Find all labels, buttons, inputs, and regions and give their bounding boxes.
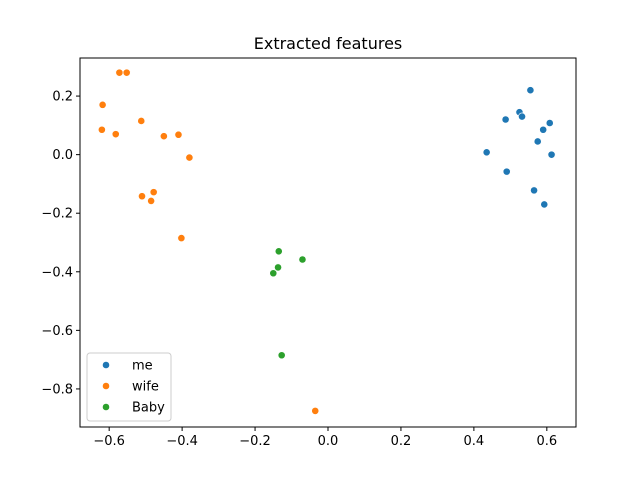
legend-label-me: me	[132, 359, 153, 374]
y-tick-label-0: 0.2	[52, 90, 73, 105]
y-tick-label-3: −0.4	[41, 265, 73, 280]
axes-layer: −0.6 −0.4 −0.2 0.0 0.2 0.4 0.6 0.2 0.0 −0.2 −0.4 −0…	[41, 57, 577, 449]
point-wife-10	[138, 192, 146, 201]
point-wife-11	[147, 197, 156, 205]
point-baby-1	[298, 255, 307, 264]
point-wife-1	[122, 68, 131, 77]
x-tick-label-1: −0.4	[166, 434, 198, 449]
point-wife-0	[115, 68, 124, 77]
point-wife-12	[177, 234, 186, 243]
x-tick-label-4: 0.2	[391, 434, 412, 449]
point-me-5	[539, 125, 548, 134]
x-tick-label-0: −0.6	[93, 434, 125, 449]
y-tick-label-2: −0.2	[41, 207, 73, 222]
point-baby-3	[269, 269, 278, 278]
point-wife-3	[137, 117, 146, 125]
point-me-11	[540, 200, 549, 209]
point-wife-7	[159, 132, 168, 141]
point-baby-4	[277, 351, 286, 360]
points-layer	[97, 68, 556, 415]
point-wife-2	[98, 100, 107, 109]
point-me-9	[502, 167, 511, 176]
point-wife-9	[149, 188, 158, 197]
y-tick-label-4: −0.6	[41, 324, 73, 339]
point-me-3	[501, 115, 510, 124]
x-tick-label-6: 0.6	[536, 434, 557, 449]
point-me-2	[518, 112, 526, 121]
point-wife-6	[174, 130, 183, 139]
legend: me wife Baby	[86, 352, 172, 422]
point-wife-5	[111, 130, 120, 139]
point-me-0	[526, 86, 535, 95]
point-me-7	[482, 148, 491, 157]
point-me-8	[547, 150, 556, 159]
point-wife-8	[185, 153, 194, 162]
legend-label-baby: Baby	[132, 401, 165, 416]
y-tick-label-1: 0.0	[52, 148, 73, 163]
chart-title: Extracted features	[254, 34, 403, 53]
point-me-6	[533, 137, 542, 146]
y-tick-label-5: −0.8	[41, 382, 73, 397]
legend-marker-me	[102, 361, 110, 369]
x-tick-label-2: −0.2	[239, 434, 271, 449]
point-me-10	[530, 186, 538, 195]
point-baby-0	[274, 247, 283, 256]
point-baby-2	[274, 263, 282, 272]
legend-label-wife: wife	[132, 380, 159, 395]
point-wife-13	[311, 406, 320, 415]
point-wife-4	[97, 125, 106, 134]
x-tick-label-5: 0.4	[464, 434, 485, 449]
legend-marker-wife	[102, 382, 110, 390]
legend-marker-baby	[102, 403, 110, 411]
point-me-4	[545, 119, 554, 127]
x-tick-label-3: 0.0	[318, 434, 339, 449]
